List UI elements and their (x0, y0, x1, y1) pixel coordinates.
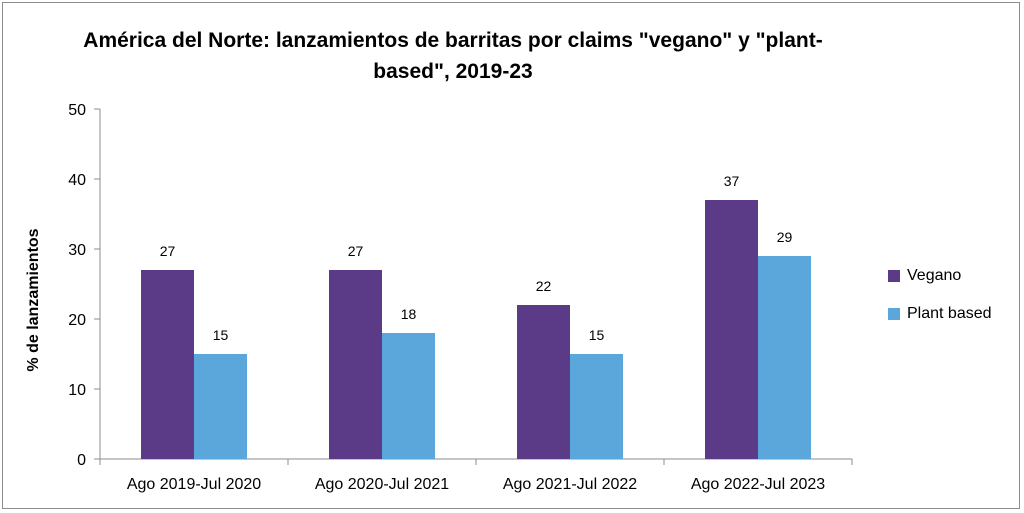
bar-plant-based (570, 354, 623, 459)
x-tick-label: Ago 2022-Jul 2023 (691, 476, 825, 493)
legend-swatch-vegano (888, 270, 900, 282)
chart-title: América del Norte: lanzamientos de barri… (63, 25, 843, 87)
data-label: 37 (724, 173, 740, 189)
data-label: 18 (401, 306, 417, 322)
y-tick-label: 30 (68, 242, 86, 259)
bar-vegano (329, 270, 382, 459)
data-label: 22 (536, 278, 552, 294)
bar-plant-based (382, 333, 435, 459)
chart-title-line-1: América del Norte: lanzamientos de barri… (83, 29, 823, 52)
legend-swatch-plant-based (888, 308, 900, 320)
data-label: 29 (777, 229, 793, 245)
y-tick-label: 10 (68, 382, 86, 399)
legend-label-plant-based: Plant based (907, 305, 992, 322)
data-label: 27 (160, 243, 176, 259)
x-tick-label: Ago 2021-Jul 2022 (503, 476, 637, 493)
y-tick-label: 20 (68, 312, 86, 329)
bar-vegano (517, 305, 570, 459)
legend: Vegano Plant based (888, 265, 992, 341)
bar-plant-based (758, 256, 811, 459)
data-label: 27 (348, 243, 364, 259)
y-tick-label: 0 (77, 452, 86, 469)
bar-plant-based (194, 354, 247, 459)
x-tick-label: Ago 2019-Jul 2020 (127, 476, 261, 493)
chart-title-line-2: based", 2019-23 (373, 60, 533, 83)
x-tick-label: Ago 2020-Jul 2021 (315, 476, 449, 493)
y-tick-label: 50 (68, 102, 86, 119)
bar-vegano (141, 270, 194, 459)
data-label: 15 (213, 327, 229, 343)
legend-item-plant-based: Plant based (888, 303, 992, 325)
data-label: 15 (589, 327, 605, 343)
y-tick-label: 40 (68, 172, 86, 189)
legend-label-vegano: Vegano (907, 267, 962, 284)
bar-vegano (705, 200, 758, 459)
legend-item-vegano: Vegano (888, 265, 992, 287)
